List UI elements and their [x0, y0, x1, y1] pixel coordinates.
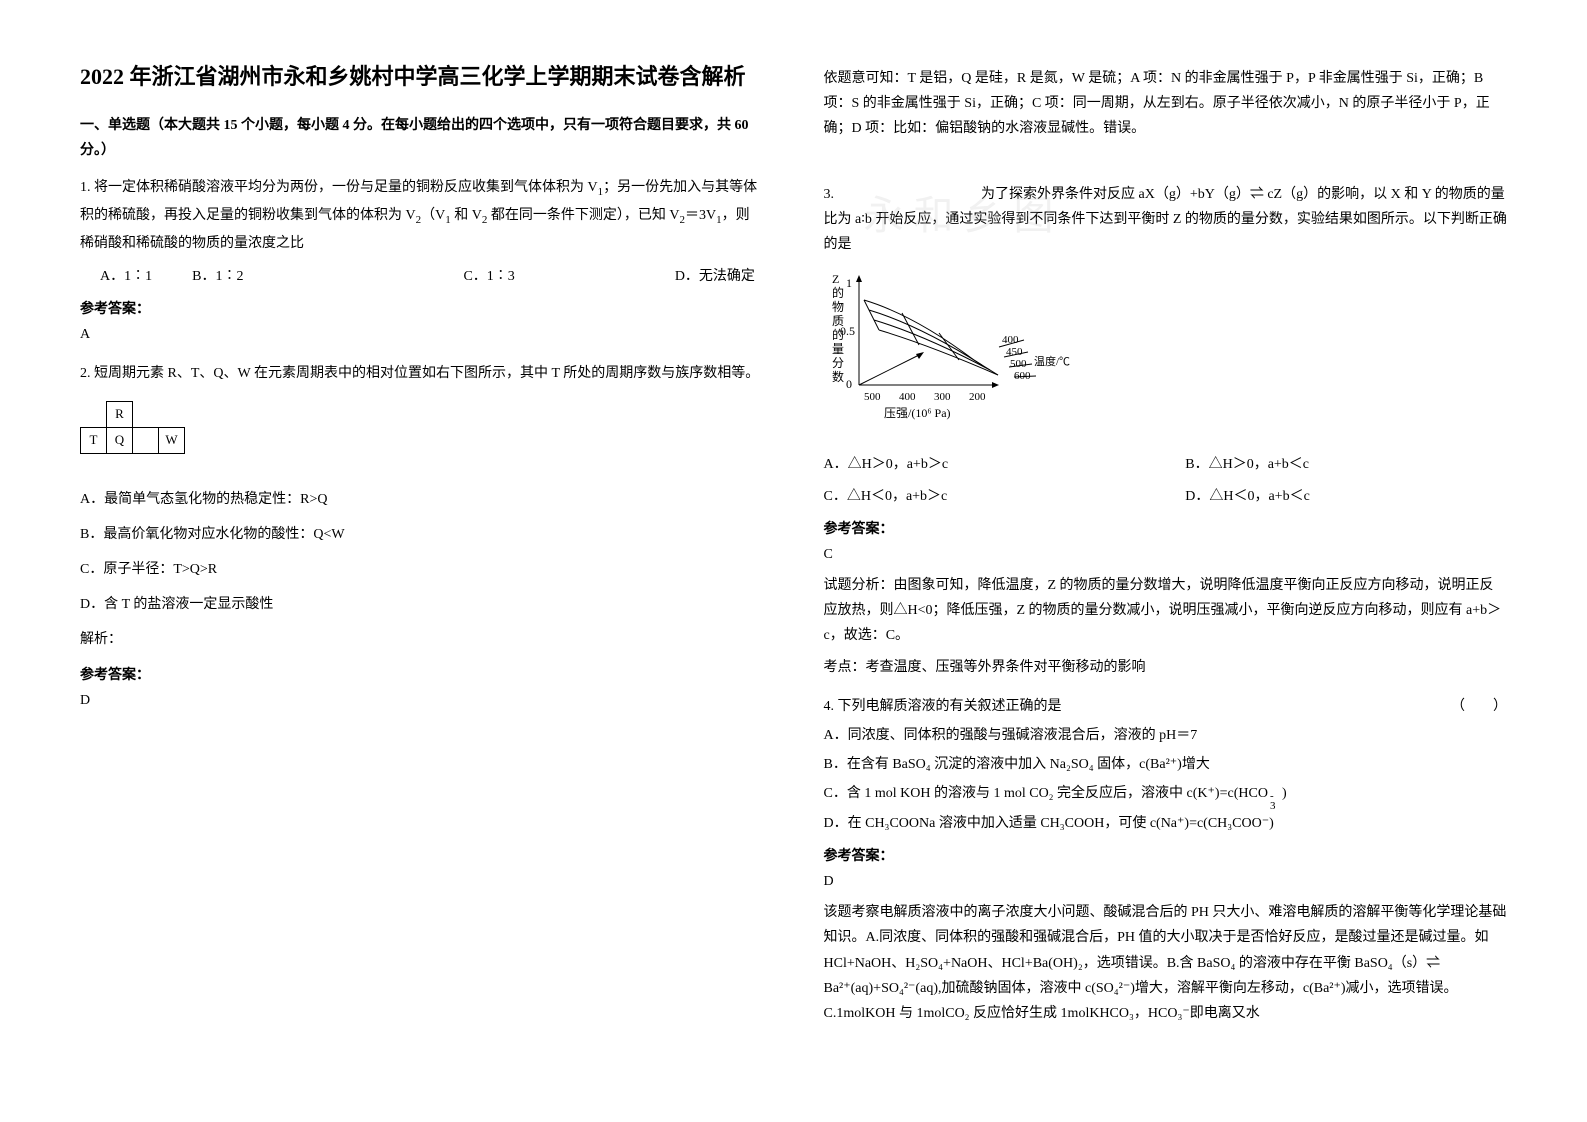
q3-stem: 3. 为了探索外界条件对反应 aX（g）+bY（g）⇌ cZ（g）的影响，以 X…: [824, 182, 1508, 258]
svg-text:物: 物: [832, 300, 844, 314]
xtick-500: 500: [864, 391, 881, 403]
q1-answer-label: 参考答案：: [80, 297, 764, 322]
exam-title: 2022 年浙江省湖州市永和乡姚村中学高三化学上学期期末试卷含解析: [80, 60, 764, 93]
temp-500: 500: [1010, 358, 1027, 370]
ytick-1: 1: [846, 276, 852, 290]
x-axis-label: 压强/(10⁶ Pa): [884, 406, 951, 420]
q4-stem: 4. 下列电解质溶液的有关叙述正确的是 （ ）: [824, 694, 1508, 719]
q3-chart: Z 的 物 质 的 量 分 数 1 0.5 0: [824, 265, 1508, 444]
q1-opt-a: A．1∶1: [100, 264, 152, 289]
q2-opt-b: B．最高价氧化物对应水化物的酸性：Q<W: [80, 522, 764, 547]
question-3: 3. 为了探索外界条件对反应 aX（g）+bY（g）⇌ cZ（g）的影响，以 X…: [824, 182, 1508, 680]
q3-opt-a: A．△H＞0，a+b＞c: [824, 452, 1146, 477]
q4-opt-b: B．在含有 BaSO₄ 沉淀的溶液中加入 Na₂SO₄ 固体，c(Ba²⁺)增大: [824, 752, 1508, 777]
ytick-05: 0.5: [840, 324, 855, 338]
q4-opt-a: A．同浓度、同体积的强酸与强碱溶液混合后，溶液的 pH＝7: [824, 723, 1508, 748]
q3-opt-c: C．△H＜0，a+b＞c: [824, 484, 1146, 509]
q4-opt-c: C．含 1 mol KOH 的溶液与 1 mol CO₂ 完全反应后，溶液中 c…: [824, 781, 1508, 806]
q1-opt-b: B．1∶2: [192, 264, 243, 289]
cell-q: Q: [107, 427, 133, 453]
q3-opt-d: D．△H＜0，a+b＜c: [1185, 484, 1507, 509]
question-2: 2. 短周期元素 R、T、Q、W 在元素周期表中的相对位置如右下图所示，其中 T…: [80, 361, 764, 713]
q2-explain: 依题意可知：T 是铝，Q 是硅，R 是氮，W 是硫；A 项：N 的非金属性强于 …: [824, 66, 1508, 142]
q2-jiexi-label: 解析：: [80, 627, 764, 652]
q2-stem: 2. 短周期元素 R、T、Q、W 在元素周期表中的相对位置如右下图所示，其中 T…: [80, 361, 764, 386]
q2-opt-d: D．含 T 的盐溶液一定显示酸性: [80, 592, 764, 617]
q4-explain: 该题考察电解质溶液中的离子浓度大小问题、酸碱混合后的 PH 只大小、难溶电解质的…: [824, 900, 1508, 1026]
q3-answer-label: 参考答案：: [824, 517, 1508, 542]
q3-explain: 试题分析：由图象可知，降低温度，Z 的物质的量分数增大，说明降低温度平衡向正反应…: [824, 573, 1508, 649]
q3-kaodian: 考点：考查温度、压强等外界条件对平衡移动的影响: [824, 655, 1508, 680]
q2-opt-c: C．原子半径：T>Q>R: [80, 557, 764, 582]
q4-opt-d: D．在 CH₃COONa 溶液中加入适量 CH₃COOH，可使 c(Na⁺)=c…: [824, 811, 1508, 836]
q3-options: A．△H＞0，a+b＞c B．△H＞0，a+b＜c C．△H＜0，a+b＞c D…: [824, 452, 1508, 508]
svg-text:数: 数: [832, 369, 844, 384]
q1-opt-c: C．1∶3: [463, 264, 514, 289]
question-1: 1. 将一定体积稀硝酸溶液平均分为两份，一份与足量的铜粉反应收集到气体体积为 V…: [80, 175, 764, 347]
q3-answer: C: [824, 542, 1508, 567]
svg-text:Z: Z: [832, 272, 839, 286]
temp-unit: 温度/℃: [1034, 354, 1070, 368]
q2-opt-a: A．最简单气态氢化物的热稳定性：R>Q: [80, 487, 764, 512]
q1-answer: A: [80, 322, 764, 347]
xtick-400: 400: [899, 391, 916, 403]
section-1-header: 一、单选题（本大题共 15 个小题，每小题 4 分。在每小题给出的四个选项中，只…: [80, 113, 764, 163]
svg-text:的: 的: [832, 285, 844, 300]
q1-options: A．1∶1 B．1∶2 C．1∶3 D．无法确定: [100, 264, 764, 289]
question-4: 4. 下列电解质溶液的有关叙述正确的是 （ ） A．同浓度、同体积的强酸与强碱溶…: [824, 694, 1508, 1026]
svg-text:分: 分: [832, 356, 844, 370]
cell-r: R: [107, 401, 133, 427]
q2-options: A．最简单气态氢化物的热稳定性：R>Q B．最高价氧化物对应水化物的酸性：Q<W…: [80, 487, 764, 618]
cell-t: T: [81, 427, 107, 453]
svg-text:量: 量: [832, 342, 844, 356]
q1-stem: 1. 将一定体积稀硝酸溶液平均分为两份，一份与足量的铜粉反应收集到气体体积为 V…: [80, 175, 764, 255]
q3-opt-b: B．△H＞0，a+b＜c: [1185, 452, 1507, 477]
ytick-0: 0: [846, 377, 852, 391]
q2-periodic-grid: R T Q W: [80, 401, 185, 454]
q2-answer-label: 参考答案：: [80, 663, 764, 688]
cell-w: W: [159, 427, 185, 453]
xtick-300: 300: [934, 391, 951, 403]
xtick-200: 200: [969, 391, 986, 403]
q4-answer-label: 参考答案：: [824, 844, 1508, 869]
q4-answer: D: [824, 869, 1508, 894]
q1-opt-d: D．无法确定: [675, 264, 755, 289]
q4-options: A．同浓度、同体积的强酸与强碱溶液混合后，溶液的 pH＝7 B．在含有 BaSO…: [824, 723, 1508, 836]
q2-answer: D: [80, 688, 764, 713]
